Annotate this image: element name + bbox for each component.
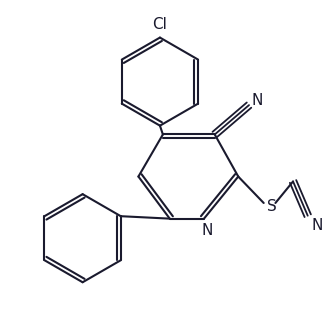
- Text: Cl: Cl: [153, 17, 168, 32]
- Text: N: N: [201, 223, 213, 238]
- Text: S: S: [267, 199, 276, 214]
- Text: N: N: [312, 218, 323, 233]
- Text: N: N: [251, 93, 262, 108]
